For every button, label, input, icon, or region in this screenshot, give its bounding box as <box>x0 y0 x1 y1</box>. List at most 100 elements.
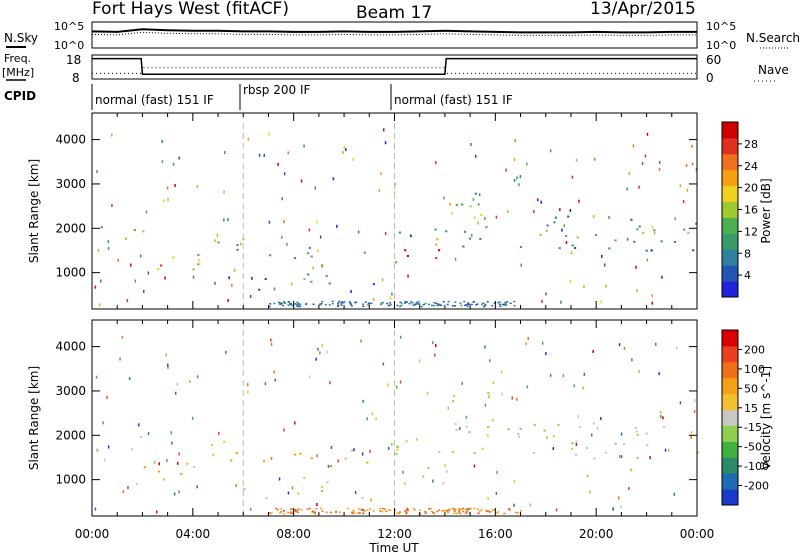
scatter-cell <box>405 511 408 514</box>
cpid-segment-3: normal (fast) 151 IF <box>394 93 513 107</box>
colorbar-frame <box>721 329 739 506</box>
scatter-cell <box>134 279 137 283</box>
scatter-cell <box>451 507 454 510</box>
scatter-cell <box>478 510 481 512</box>
colorbar-tick-label: 15 <box>744 402 758 415</box>
scatter-cell <box>435 243 438 246</box>
scatter-cell <box>279 303 282 305</box>
x-tick-label: 12:00 <box>377 527 412 541</box>
scatter-cell <box>695 168 698 172</box>
scatter-cell <box>459 512 462 515</box>
scatter-cell <box>473 216 476 220</box>
scatter-cell <box>299 305 302 308</box>
scatter-cell <box>214 281 216 285</box>
scatter-cell <box>307 252 310 255</box>
scatter-cell <box>360 339 362 343</box>
scatter-cell <box>446 469 448 473</box>
scatter-cell <box>511 396 513 400</box>
scatter-cell <box>454 508 457 511</box>
scatter-cell <box>177 461 179 465</box>
scatter-cell <box>379 507 382 510</box>
colorbar-swatch <box>722 473 738 490</box>
scatter-cell <box>651 301 653 305</box>
scatter-cell <box>287 511 290 514</box>
scatter-cell <box>636 456 639 459</box>
time-axis-ticks: 00:00 04:00 08:00 12:00 16:00 20:00 00:00 <box>75 527 715 541</box>
scatter-cell <box>509 302 512 305</box>
scatter-cell <box>387 509 390 511</box>
colorbar-swatch <box>722 409 738 426</box>
scatter-cell <box>619 455 621 458</box>
scatter-cell <box>632 144 635 148</box>
scatter-cell <box>487 392 490 395</box>
scatter-cell <box>484 345 486 349</box>
scatter-cell <box>381 510 383 513</box>
scatter-cell <box>626 187 628 191</box>
scatter-cell <box>416 437 418 441</box>
scatter-cell <box>297 303 300 305</box>
scatter-cell <box>693 410 696 414</box>
scatter-cell <box>312 303 315 305</box>
scatter-cell <box>196 375 199 379</box>
scatter-cell <box>337 304 340 306</box>
scatter-cell <box>270 338 272 342</box>
scatter-cell <box>451 451 454 454</box>
scatter-cell <box>372 283 375 286</box>
scatter-cell <box>477 221 479 225</box>
scatter-cell <box>94 507 97 511</box>
scatter-cell <box>466 511 469 513</box>
scatter-cell <box>317 347 319 351</box>
scatter-cell <box>142 230 145 233</box>
scatter-cell <box>243 488 246 491</box>
scatter-cell <box>476 303 479 305</box>
scatter-cell <box>594 234 598 236</box>
scatter-cell <box>106 395 108 399</box>
cpid-label: CPID <box>4 89 36 103</box>
scatter-cell <box>289 303 292 305</box>
scatter-cell <box>264 382 267 386</box>
scatter-cell <box>147 432 150 436</box>
scatter-cell <box>618 343 621 347</box>
scatter-cell <box>446 509 449 512</box>
scatter-cell <box>311 510 314 512</box>
scatter-cell <box>174 391 177 395</box>
scatter-cell <box>453 512 456 514</box>
scatter-cell <box>352 509 355 512</box>
scatter-cell <box>513 503 515 507</box>
scatter-cell <box>462 510 465 513</box>
scatter-cell <box>406 508 409 511</box>
scatter-cell <box>435 344 437 347</box>
colorbar-swatch <box>722 425 738 442</box>
scatter-cell <box>546 436 548 440</box>
scatter-cell <box>332 177 335 181</box>
x-tick-label: 20:00 <box>579 527 614 541</box>
scatter-cell <box>174 184 176 187</box>
scatter-cell <box>667 448 670 452</box>
scatter-cell <box>542 341 544 345</box>
scatter-cell <box>242 238 245 241</box>
scatter-cell <box>434 228 437 231</box>
noise-panel-frame <box>91 21 698 49</box>
velocity-panel-frame <box>91 319 698 517</box>
scatter-cell <box>503 304 506 306</box>
scatter-cell <box>592 350 594 353</box>
scatter-cell <box>389 303 392 306</box>
colorbar-swatch <box>722 122 738 139</box>
colorbar-swatch <box>722 249 738 266</box>
scatter-cell <box>646 258 649 262</box>
scatter-cell <box>504 301 507 304</box>
scatter-cell <box>96 449 99 452</box>
scatter-cell <box>167 363 169 367</box>
scatter-cell <box>428 508 430 510</box>
scatter-cell <box>559 208 561 212</box>
scatter-cell <box>127 486 129 490</box>
scatter-cell <box>308 246 311 249</box>
scatter-cell <box>223 440 226 443</box>
scatter-cell <box>612 507 614 511</box>
nave-tick-bottom: 0 <box>706 71 714 85</box>
scatter-cell <box>155 510 158 514</box>
scatter-cell <box>180 473 183 476</box>
scatter-cell <box>446 510 449 513</box>
scatter-cell <box>638 225 641 228</box>
scatter-cell <box>337 459 339 463</box>
